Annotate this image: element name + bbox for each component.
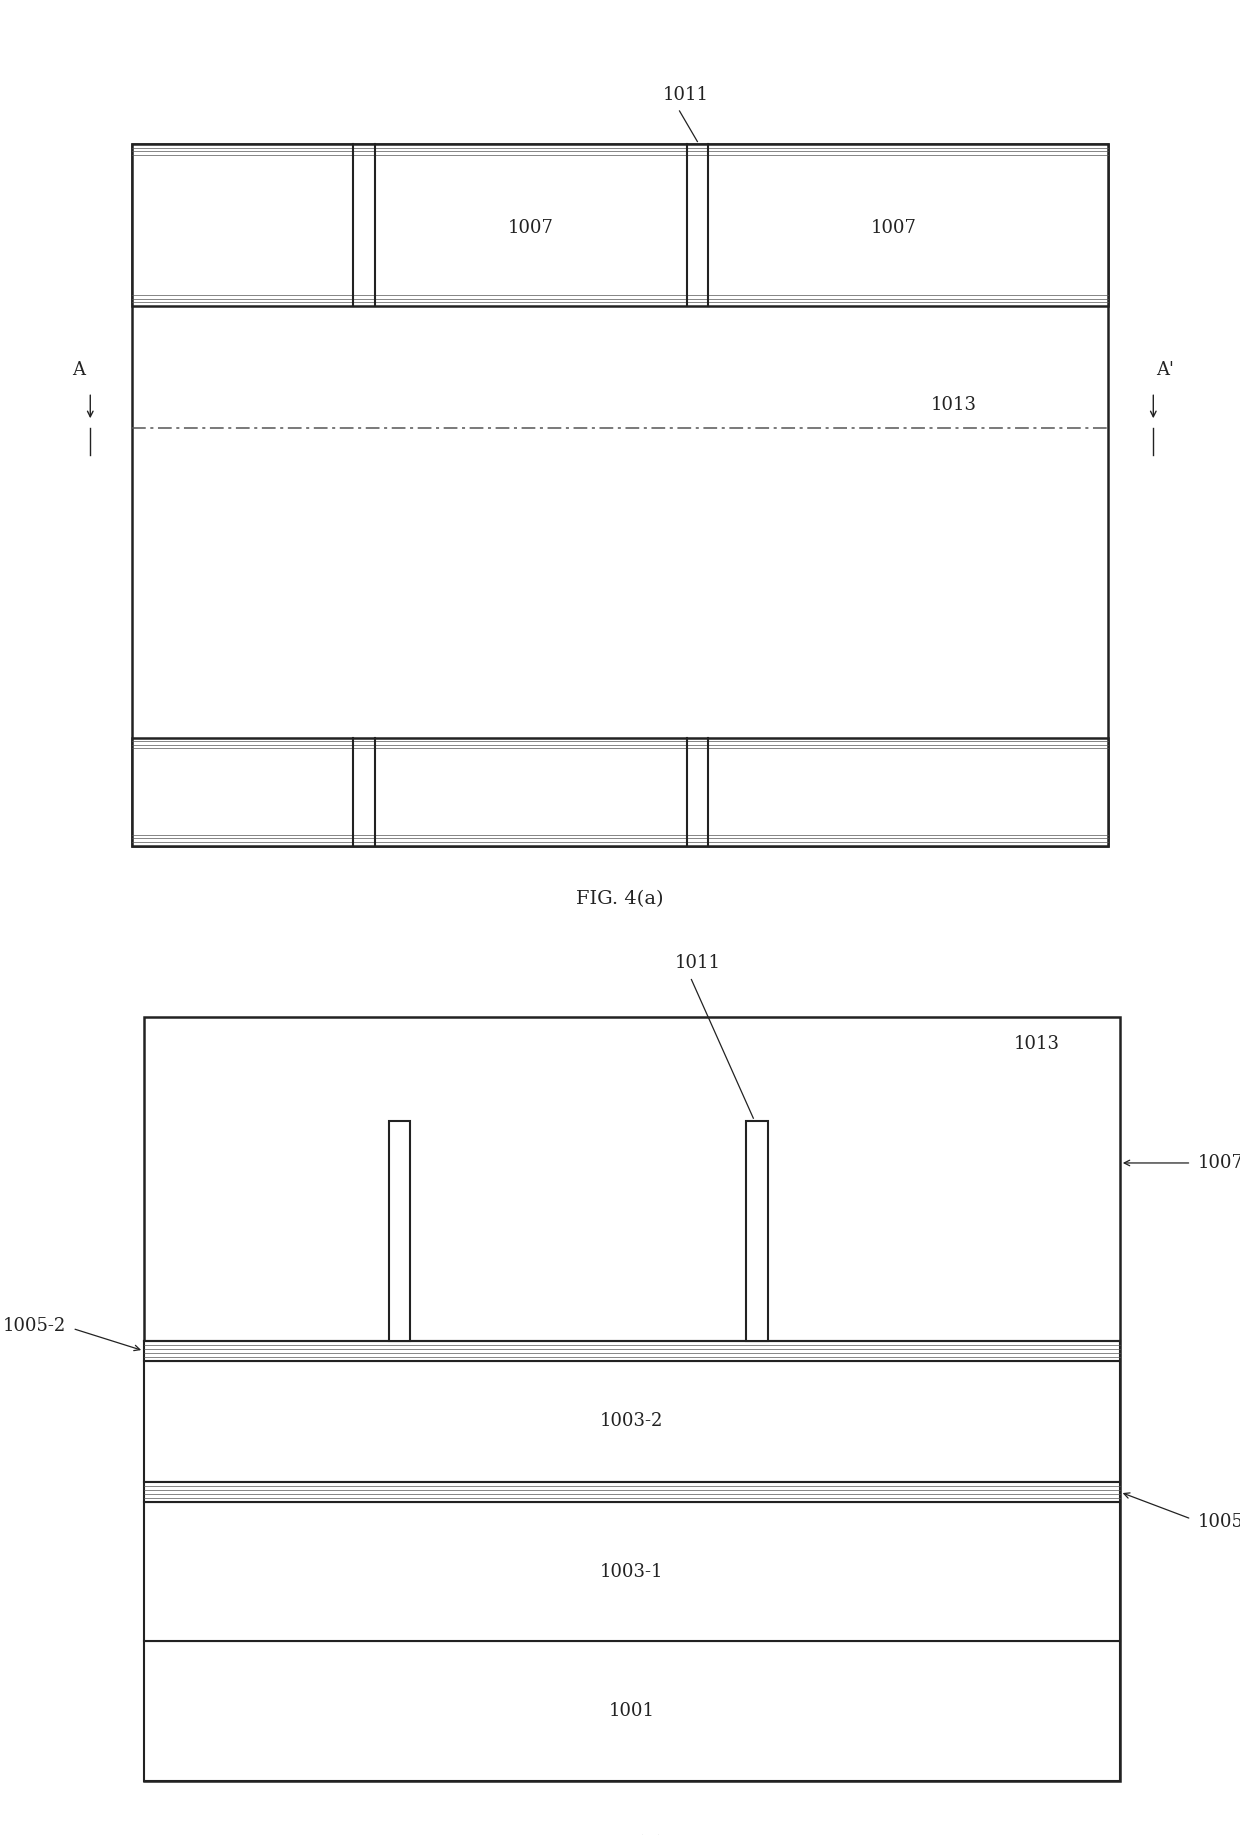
- Text: 1007: 1007: [1198, 1154, 1240, 1173]
- Text: 1013: 1013: [1013, 1035, 1060, 1053]
- Bar: [131, 145, 1109, 306]
- Text: FIG. 4(a): FIG. 4(a): [577, 890, 663, 908]
- Text: A: A: [72, 361, 84, 378]
- Text: 1007: 1007: [508, 220, 553, 237]
- Bar: [144, 1017, 1120, 1780]
- Bar: [131, 738, 1109, 846]
- Text: 1005-2: 1005-2: [4, 1318, 67, 1334]
- Text: 1013: 1013: [930, 396, 976, 415]
- Bar: [144, 1640, 1120, 1780]
- Bar: [144, 1341, 1120, 1362]
- Bar: [144, 1501, 1120, 1640]
- Text: 1011: 1011: [675, 954, 720, 973]
- Bar: [746, 1121, 768, 1341]
- Text: 1001: 1001: [609, 1703, 655, 1719]
- Text: 1003-2: 1003-2: [600, 1413, 663, 1431]
- Text: 1003-1: 1003-1: [600, 1563, 663, 1580]
- Text: A': A': [1156, 361, 1174, 378]
- Text: 1005-1: 1005-1: [1198, 1512, 1240, 1530]
- Bar: [389, 1121, 410, 1341]
- Bar: [144, 1483, 1120, 1501]
- Text: 1011: 1011: [662, 86, 708, 105]
- Text: 1007: 1007: [870, 220, 916, 237]
- Bar: [144, 1362, 1120, 1483]
- Bar: [131, 145, 1109, 846]
